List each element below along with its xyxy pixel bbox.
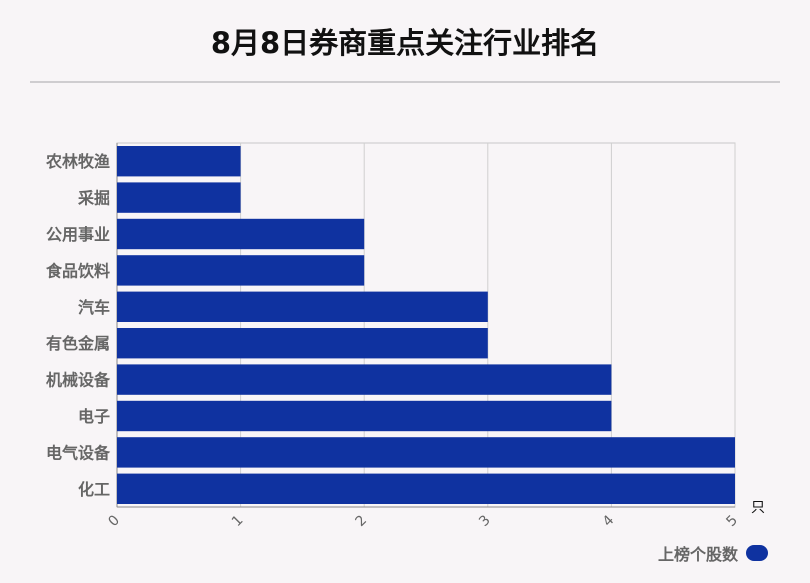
bar <box>117 364 612 395</box>
bar <box>117 146 241 177</box>
x-axis-unit: 只 <box>751 500 765 516</box>
bar <box>117 473 735 504</box>
chart-legend: 上榜个股数 <box>658 541 768 565</box>
chart-title: 8月8日券商重点关注行业排名 <box>210 26 600 60</box>
category-label: 公用事业 <box>46 225 110 244</box>
x-axis-ticks: 0 1 2 3 4 5 <box>105 512 741 530</box>
category-label: 有色金属 <box>46 334 110 353</box>
bar <box>117 328 488 359</box>
bar <box>117 218 365 250</box>
category-label: 采掘 <box>77 189 110 208</box>
bar <box>117 437 735 468</box>
title-divider <box>30 81 780 83</box>
x-tick-label: 2 <box>353 512 371 530</box>
legend-swatch <box>746 545 768 561</box>
bar <box>117 400 612 432</box>
x-tick-label: 1 <box>229 512 247 530</box>
category-label: 电子 <box>78 407 110 426</box>
x-tick-label: 4 <box>600 512 618 530</box>
bar <box>117 255 365 286</box>
category-label: 汽车 <box>78 298 110 317</box>
legend-label: 上榜个股数 <box>657 545 738 564</box>
category-label: 电气设备 <box>46 443 111 462</box>
category-label: 化工 <box>78 480 110 499</box>
x-tick-label: 0 <box>105 512 123 530</box>
chart-bars <box>117 146 735 504</box>
x-tick-label: 5 <box>723 512 741 530</box>
category-label: 农林牧渔 <box>45 152 110 171</box>
bar <box>117 182 241 213</box>
x-tick-label: 3 <box>476 512 494 530</box>
category-label: 食品饮料 <box>45 261 110 280</box>
bar <box>117 291 488 322</box>
category-label: 机械设备 <box>46 371 111 390</box>
